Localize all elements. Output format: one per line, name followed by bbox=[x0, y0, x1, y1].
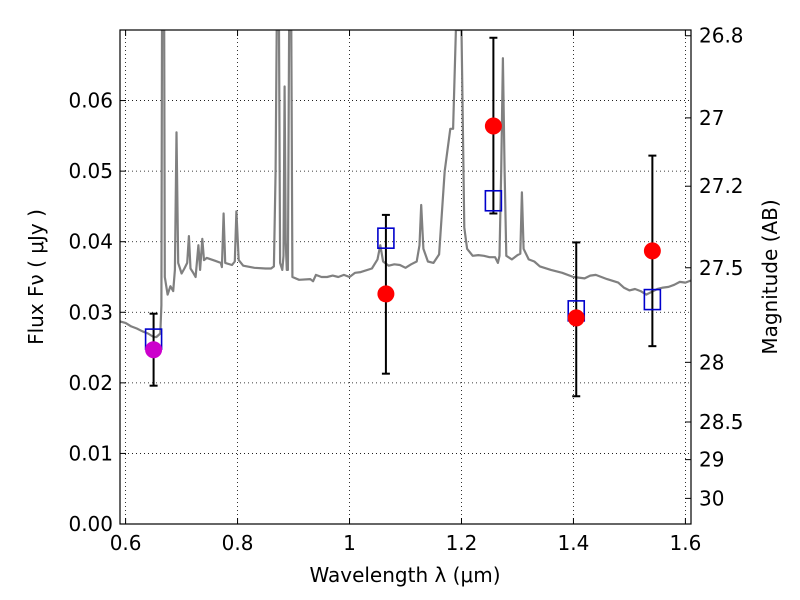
mag-tick-label: 27.5 bbox=[699, 256, 744, 280]
y-tick-label: 0.05 bbox=[68, 159, 113, 183]
y-tick-label: 0.06 bbox=[68, 89, 113, 113]
mag-tick-label: 27 bbox=[699, 106, 724, 130]
x-tick-label: 0.8 bbox=[222, 531, 254, 555]
y-axis-label: Flux Fν ( μJy ) bbox=[24, 209, 48, 345]
y-tick-label: 0.04 bbox=[68, 230, 113, 254]
x-tick-label: 1.4 bbox=[558, 531, 590, 555]
spectrum-line bbox=[120, 30, 691, 339]
right-y-axis-label: Magnitude (AB) bbox=[758, 199, 782, 354]
x-axis-label: Wavelength λ (μm) bbox=[309, 563, 500, 587]
x-tick-label: 1 bbox=[343, 531, 356, 555]
x-tick-label: 1.6 bbox=[669, 531, 701, 555]
mag-tick-label: 27.2 bbox=[699, 174, 744, 198]
x-tick-label: 0.6 bbox=[110, 531, 142, 555]
observed-point-marker bbox=[643, 242, 661, 260]
mag-tick-label: 28.5 bbox=[699, 410, 744, 434]
plot-area bbox=[120, 30, 691, 398]
y-tick-label: 0.03 bbox=[68, 300, 113, 324]
mag-tick-label: 28 bbox=[699, 350, 724, 374]
mag-tick-label: 29 bbox=[699, 448, 724, 472]
model-square-marker bbox=[377, 227, 395, 249]
model-square-marker bbox=[484, 189, 503, 212]
observed-point-marker bbox=[567, 309, 585, 327]
axes-frame bbox=[119, 29, 692, 525]
ticks: 0.6 0.8 1 1.2 1.4 1.6 0.00 0.01 0.02 0.03 0.04 0.05… bbox=[68, 24, 743, 555]
model-square-marker bbox=[643, 288, 662, 311]
y-tick-label: 0.02 bbox=[68, 371, 113, 395]
observed-point-marker bbox=[145, 341, 163, 359]
mag-tick-label: 30 bbox=[699, 486, 724, 510]
observed-point-marker bbox=[484, 117, 502, 135]
y-tick-label: 0.01 bbox=[68, 441, 113, 465]
y-tick-label: 0.00 bbox=[68, 512, 113, 536]
observed-point-marker bbox=[377, 285, 395, 303]
mag-tick-label: 26.8 bbox=[699, 24, 744, 48]
x-tick-label: 1.2 bbox=[446, 531, 478, 555]
plot-layer bbox=[120, 30, 691, 398]
